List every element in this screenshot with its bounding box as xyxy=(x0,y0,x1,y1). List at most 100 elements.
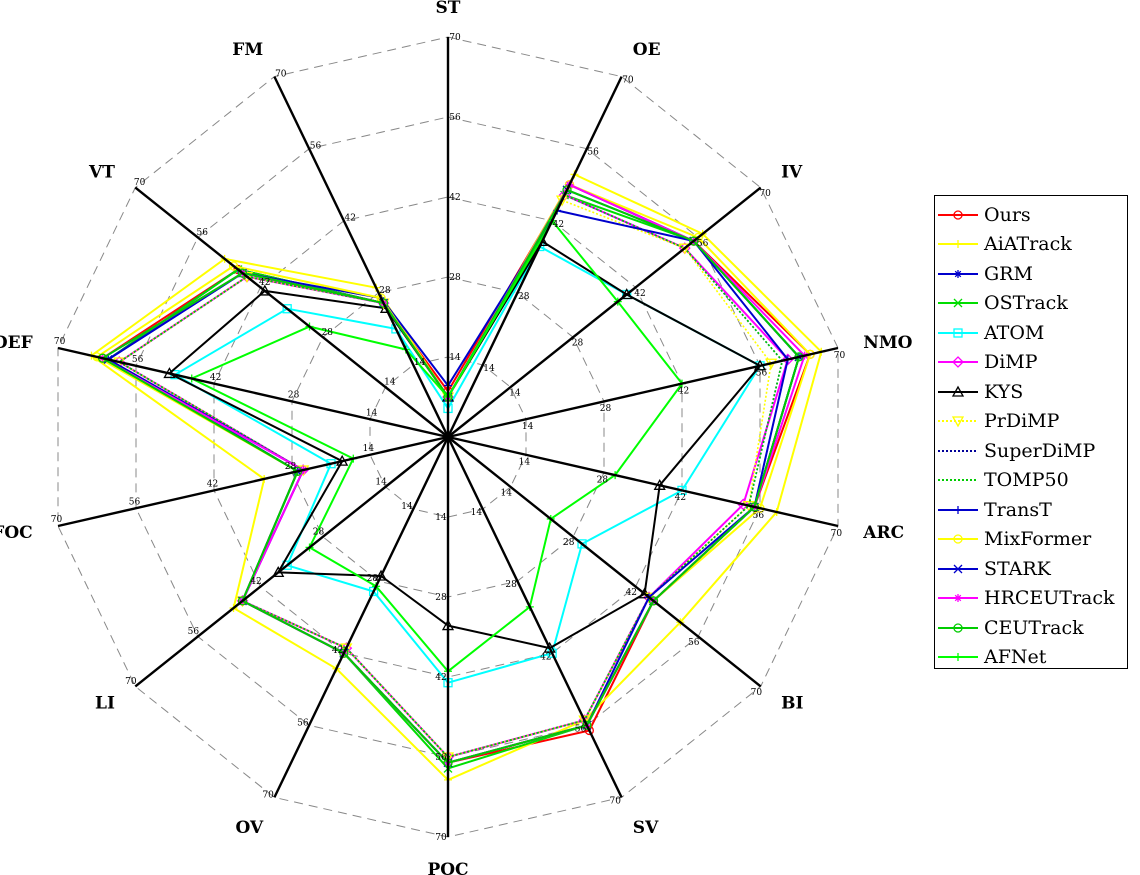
tick-label: 42 xyxy=(250,577,261,587)
legend-swatch xyxy=(938,240,978,249)
legend-item: HRCEUTrack xyxy=(935,584,1127,614)
tick-label: 56 xyxy=(297,718,309,728)
tick-label: 14 xyxy=(449,353,461,363)
tick-label: 14 xyxy=(522,422,534,432)
tick-label: 56 xyxy=(435,753,447,763)
data-point xyxy=(952,356,964,369)
tick-label: 56 xyxy=(188,627,200,637)
tick-label: 56 xyxy=(697,239,709,249)
tick-label: 14 xyxy=(519,458,531,468)
tick-label: 70 xyxy=(831,529,843,539)
legend-item: OSTrack xyxy=(935,289,1127,319)
legend-swatch xyxy=(938,298,978,308)
legend-label: GRM xyxy=(984,262,1033,285)
axis-label-foc: FOC xyxy=(0,523,33,543)
legend-swatch xyxy=(938,653,978,662)
data-point xyxy=(953,328,963,338)
tick-label: 28 xyxy=(518,292,530,302)
legend-item: Ours xyxy=(935,200,1127,230)
data-point xyxy=(954,269,962,278)
radar-chart: 14 28 42 56 70 14 28 42 56 70 14 28 42 56 70 14 28 42 56 70… xyxy=(0,0,913,875)
tick-label: 14 xyxy=(509,389,521,399)
axis-spoke xyxy=(446,436,623,798)
legend-swatch xyxy=(938,505,978,514)
legend-label: ATOM xyxy=(984,321,1045,344)
legend-item: PrDiMP xyxy=(935,407,1127,437)
tick-label: 28 xyxy=(313,527,325,537)
tick-label: 42 xyxy=(449,193,460,203)
data-point xyxy=(954,653,962,662)
legend-label: AFNet xyxy=(984,646,1047,669)
tick-label: 70 xyxy=(435,833,447,843)
legend-label: Ours xyxy=(984,203,1031,226)
legend-item: TOMP50 xyxy=(935,466,1127,496)
axis-label-vt: VT xyxy=(88,162,115,182)
legend-item: DiMP xyxy=(935,348,1127,378)
data-point xyxy=(953,298,963,308)
tick-label: 56 xyxy=(196,228,208,238)
legend-item: SuperDiMP xyxy=(935,436,1127,466)
tick-label: 28 xyxy=(597,475,609,485)
axis-spoke xyxy=(57,435,449,528)
tick-label: 14 xyxy=(401,502,413,512)
legend-swatch xyxy=(938,623,978,633)
tick-label: 28 xyxy=(449,273,461,283)
data-point xyxy=(689,236,699,246)
grid-ring xyxy=(213,196,683,678)
legend-swatch xyxy=(938,210,978,220)
tick-label: 28 xyxy=(285,462,297,472)
axis-label-nmo: NMO xyxy=(863,333,912,353)
legend-item: ATOM xyxy=(935,318,1127,348)
axis-label-iv: IV xyxy=(781,162,803,182)
legend-item: GRM xyxy=(935,259,1127,289)
tick-label: 56 xyxy=(449,113,461,123)
series-hrceutrack xyxy=(98,180,809,767)
data-point xyxy=(339,648,349,658)
grid-ring xyxy=(369,356,527,518)
data-point xyxy=(282,304,292,314)
data-point xyxy=(584,725,594,736)
data-point xyxy=(954,594,962,603)
axis-spoke xyxy=(273,76,450,438)
tick-label: 28 xyxy=(435,593,447,603)
axis-spoke xyxy=(447,186,762,438)
axis-spoke xyxy=(134,436,449,688)
tick-label: 42 xyxy=(207,480,218,490)
radar-axes xyxy=(57,37,839,837)
axis-spoke xyxy=(447,435,839,528)
tick-label: 42 xyxy=(332,646,343,656)
legend-label: TOMP50 xyxy=(984,469,1069,492)
tick-label: 56 xyxy=(688,638,700,648)
legend-item: STARK xyxy=(935,554,1127,584)
data-point xyxy=(953,210,963,220)
legend-item: KYS xyxy=(935,377,1127,407)
tick-label: 56 xyxy=(753,511,765,521)
legend-label: TransT xyxy=(984,498,1052,521)
legend-label: HRCEUTrack xyxy=(984,587,1115,610)
tick-label: 14 xyxy=(363,444,375,454)
axis-spoke xyxy=(134,186,449,438)
tick-label: 28 xyxy=(379,286,391,296)
legend-swatch xyxy=(938,594,978,603)
legend-swatch xyxy=(938,449,978,452)
axis-label-oe: OE xyxy=(633,40,661,60)
chart-legend: Ours AiATrack GRM OSTrack ATOM DiMP KYS PrDiMP S… xyxy=(934,195,1128,669)
axis-label-bi: BI xyxy=(781,694,803,714)
tick-label: 70 xyxy=(449,33,461,43)
series-grm xyxy=(104,180,803,767)
axis-label-def: DEF xyxy=(0,333,33,353)
axis-spoke xyxy=(446,76,623,438)
tick-label: 28 xyxy=(322,328,334,338)
legend-swatch xyxy=(938,356,978,369)
legend-swatch xyxy=(938,564,978,574)
tick-label: 28 xyxy=(367,574,379,584)
legend-item: MixFormer xyxy=(935,525,1127,555)
tick-label: 28 xyxy=(600,404,612,414)
legend-item: TransT xyxy=(935,495,1127,525)
axis-label-li: LI xyxy=(95,694,115,714)
axis-label-sv: SV xyxy=(633,818,659,838)
tick-label: 14 xyxy=(500,488,512,498)
series-kys xyxy=(163,235,767,653)
tick-label: 70 xyxy=(834,351,846,361)
data-point xyxy=(577,539,587,549)
